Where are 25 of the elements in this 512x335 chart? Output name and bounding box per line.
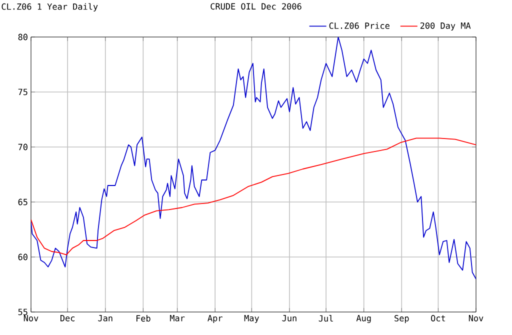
y-tick-label: 70 (18, 144, 28, 150)
line-series (31, 138, 476, 256)
legend-label: CL.Z06 Price (329, 22, 390, 29)
x-tick-label: Jun (282, 315, 296, 322)
legend-label: 200 Day MA (420, 22, 471, 30)
x-tick-label: Sep (394, 315, 409, 324)
x-tick-label: May (244, 315, 259, 323)
y-tick-label: 60 (18, 254, 28, 260)
x-tick-label: Mar (170, 315, 185, 322)
x-tick-label: Aug (356, 315, 371, 324)
y-tick-label: 75 (18, 88, 28, 96)
x-tick-label: Apr (208, 315, 222, 323)
x-tick-label: Feb (136, 315, 150, 322)
line-series (31, 37, 476, 280)
chart-subtitle: CL.Z06 1 Year Daily (2, 3, 98, 12)
y-tick-label: 55 (18, 308, 28, 316)
x-tick-label: Jul (318, 315, 333, 322)
x-tick-label: Dec (60, 315, 75, 322)
chart-title: CRUDE OIL Dec 2006 (210, 3, 302, 10)
x-tick-label: Nov (24, 315, 38, 322)
x-tick-label: Oct (431, 315, 446, 322)
x-tick-label: Nov (468, 315, 484, 322)
x-tick-label: Jan (98, 315, 112, 322)
y-tick-label: 65 (18, 198, 28, 206)
y-tick-label: 80 (18, 34, 28, 40)
